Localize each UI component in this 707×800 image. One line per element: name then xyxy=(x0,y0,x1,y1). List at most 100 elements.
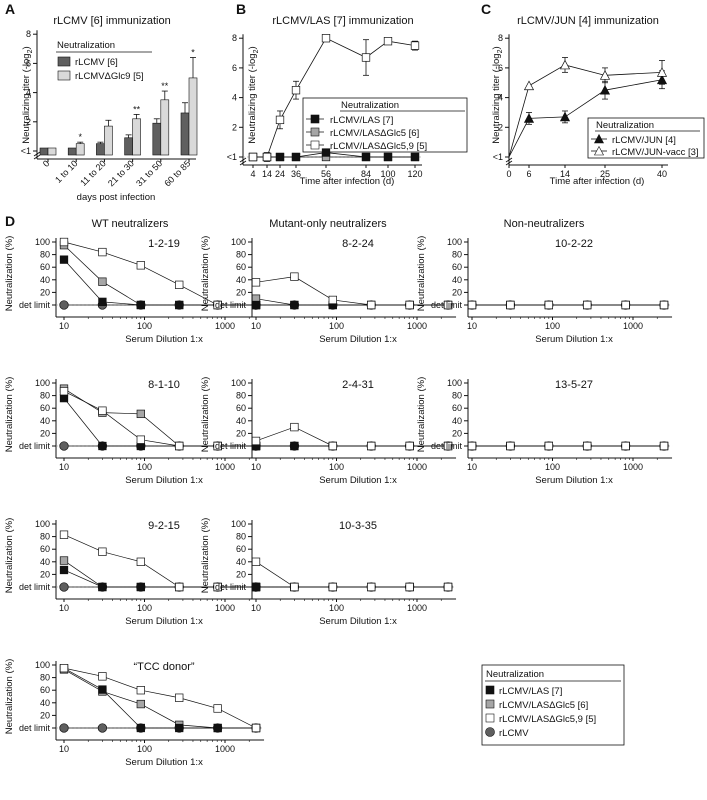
legend-d-marker-4 xyxy=(485,727,495,737)
subplot-ytick-label: 20 xyxy=(452,287,462,297)
subplot-xtick-label: 1000 xyxy=(215,462,235,472)
subplot-ytick-label: 20 xyxy=(236,428,246,438)
subplot-ytick-label: 100 xyxy=(231,519,246,529)
subplot-ytick-label: 20 xyxy=(40,710,50,720)
panel-c-ylabel-sub: 2 xyxy=(497,49,504,53)
panel-letter-d: D xyxy=(5,213,15,229)
legend-a-item-2: rLCMVΔGlc9 [5] xyxy=(75,71,144,82)
subplot-ytick-label: 40 xyxy=(40,275,50,285)
panel-a-axis-break xyxy=(33,154,41,160)
series-rlcmv-point xyxy=(59,441,69,451)
subplot-1-2-19: 20 40 60 80 100 det limit 10 100 1000 Serum Dilut… xyxy=(4,236,265,345)
series-las-dglc5-9-line xyxy=(63,390,257,447)
subplot-xtick-label: 100 xyxy=(137,462,152,472)
subplot-ylabel: Neutralization (%) xyxy=(416,236,427,312)
subplot-ytick-label: 100 xyxy=(231,237,246,247)
series-las-dglc5-9-point xyxy=(175,582,184,592)
series-las-line xyxy=(63,667,257,729)
series-las-dglc5-9-point xyxy=(659,441,669,451)
subplot-ylabel: Neutralization (%) xyxy=(416,377,427,453)
subplot-ylabel: Neutralization (%) xyxy=(200,236,211,312)
panel-a-axis-break xyxy=(33,151,41,157)
series-las-point xyxy=(251,300,261,310)
subplot-13-5-27: 20 40 60 80 100 det limit 10 100 1000 Serum Dilut… xyxy=(416,377,673,486)
legend-c-item-1: rLCMV/JUN [4] xyxy=(612,135,676,146)
legend-d-item-4: rLCMV xyxy=(499,728,529,739)
subplot-xtick-label: 100 xyxy=(329,321,344,331)
legend-b-title: Neutralization xyxy=(341,100,399,111)
bar-rlcmv xyxy=(96,143,105,156)
series-las-dglc5-point xyxy=(59,556,69,565)
series-las-point xyxy=(136,300,145,310)
series-rlcmv-point xyxy=(59,300,69,310)
panel-a-xtick-label: 0 xyxy=(41,158,52,169)
series-las-point xyxy=(59,255,69,264)
legend-c-marker-1 xyxy=(594,133,604,144)
panel-b-ytick-label: 4 xyxy=(232,93,237,103)
series-las-dglc5-9-point xyxy=(251,723,261,733)
series-las-point xyxy=(213,723,222,733)
panel-b-axis-break xyxy=(239,157,247,163)
bar-rlcmv xyxy=(39,147,49,156)
series-las-dglc5-9-point xyxy=(59,387,69,396)
series-las-dglc5-9-point xyxy=(213,582,222,592)
series-las-dglc5-9-point xyxy=(248,152,258,162)
panel-a-ylabel-end: ) xyxy=(21,46,32,49)
series-las-dglc5-point xyxy=(98,277,107,286)
series-las-point xyxy=(251,582,261,592)
subplot-xtick-label: 10 xyxy=(59,744,69,754)
panel-a-ytick-label: 4 xyxy=(26,88,31,98)
panel-c-ylabel: Neutralizing titer (-log2) xyxy=(491,46,504,143)
panel-c-xtick-label: 0 xyxy=(506,169,511,179)
legend-d-title: Neutralization xyxy=(486,669,544,680)
subplot-xtick-label: 10 xyxy=(59,462,69,472)
subplot-ytick-label: 40 xyxy=(236,275,246,285)
series-las-dglc5-9-point xyxy=(544,300,553,310)
subplot-xtick-label: 100 xyxy=(137,603,152,613)
subplot-xtick-label: 1000 xyxy=(407,603,427,613)
series-las-point xyxy=(290,300,299,310)
series-las-dglc5-9-point xyxy=(251,278,261,287)
subplot-ylabel: Neutralization (%) xyxy=(4,236,15,312)
legend-d-item-1: rLCMV/LAS [7] xyxy=(499,686,562,697)
subplot-xlabel: Serum Dilution 1:x xyxy=(125,616,203,627)
subplot-ytick-label: 60 xyxy=(40,685,50,695)
legend-a: Neutralization rLCMV [6] rLCMVΔGlc9 [5] xyxy=(56,40,152,82)
panel-b-axis-break xyxy=(239,160,247,166)
legend-d: Neutralization rLCMV/LAS [7] rLCMV/LASΔG… xyxy=(481,664,625,746)
panel-c-ytick-label: 2 xyxy=(498,122,503,132)
series-las-dglc5-9-point xyxy=(59,663,69,673)
series-las-line xyxy=(63,397,257,447)
panel-b-ytick-label: <1 xyxy=(227,152,237,162)
panel-a-ytick-label: 8 xyxy=(26,29,31,39)
series-las-dglc5-9-point xyxy=(328,295,337,305)
series-las-point xyxy=(383,152,393,162)
legend-a-swatch-2 xyxy=(57,70,71,81)
panel-b-ylabel-main: Neutralizing titer (-log xyxy=(247,53,258,143)
series-las-dglc5-9-point xyxy=(175,280,184,289)
subplot-ytick-label: 80 xyxy=(452,391,462,401)
panel-a-xtick-label: 11 to 20 xyxy=(78,158,108,188)
series-las-dglc5-9-point xyxy=(136,435,145,444)
panel-b-xtick-label: 36 xyxy=(291,169,301,179)
series-las-dglc5-9-point xyxy=(506,441,515,451)
panel-a-ylabel-main: Neutralizing titer (-log xyxy=(21,53,32,143)
series-las-dglc5-9-point xyxy=(321,34,331,43)
series-las-dglc5-9-point xyxy=(405,441,414,451)
panel-b-ytick-label: 8 xyxy=(232,33,237,43)
subplot-ytick-label: 20 xyxy=(236,569,246,579)
panel-a-ytick-label: 2 xyxy=(26,117,31,127)
subplot-xtick-label: 100 xyxy=(137,744,152,754)
subplot-10-2-22: 20 40 60 80 100 det limit 10 100 1000 Serum Dilut… xyxy=(416,236,673,345)
subplot-8-2-24: 20 40 60 80 100 det limit 10 100 1000 Serum Dilut… xyxy=(200,236,457,345)
legend-c: Neutralization rLCMV/JUN [4] rLCMV/JUN-v… xyxy=(587,117,705,159)
series-las-dglc5-9-point xyxy=(367,441,376,451)
subplot-ylabel: Neutralization (%) xyxy=(4,518,15,594)
series-las-dglc5-9-point xyxy=(98,672,107,681)
series-las-line xyxy=(63,259,257,306)
bar-rlcmv-dglc9 xyxy=(160,99,170,156)
legend-c-title: Neutralization xyxy=(596,120,654,131)
subplot-ytick-label: 60 xyxy=(452,403,462,413)
panel-c-xtick-label: 6 xyxy=(526,169,531,179)
